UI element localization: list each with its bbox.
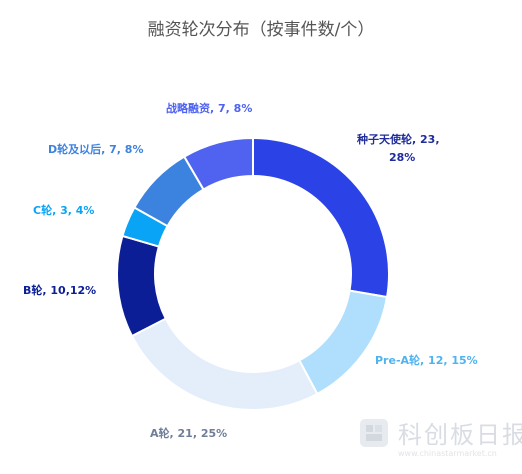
watermark-logo-cell (366, 425, 373, 432)
donut-slice-2 (297, 289, 389, 396)
chart-title: 融资轮次分布（按事件数/个） (148, 20, 375, 40)
slices-layer (116, 136, 390, 411)
slice-label-3: A轮, 21, 25% (150, 426, 227, 440)
watermark-logo-cell (366, 434, 382, 441)
slice-label-7: 战略融资, 7, 8% (166, 101, 252, 115)
slice-label-4: B轮, 10,12% (23, 283, 96, 297)
watermark-logo-icon (360, 419, 388, 447)
slice-label-2: Pre-A轮, 12, 15% (375, 353, 478, 367)
donut-slice-4 (116, 234, 168, 338)
slice-label-line: A轮, 21, 25% (150, 426, 227, 440)
watermark: 科创板日报 www.chinastarmarket.cn (360, 419, 522, 458)
labels-layer: 种子天使轮, 23, 28% Pre-A轮, 12, 15% A轮, 21, 25% B… (23, 101, 478, 440)
watermark-logo-cell (375, 425, 382, 432)
slice-label-line: 种子天使轮, 23, (356, 132, 440, 146)
slice-label-5: C轮, 3, 4% (33, 203, 94, 217)
donut-slice-1 (252, 136, 390, 299)
slice-label-line: D轮及以后, 7, 8% (48, 142, 143, 156)
slice-label-6: D轮及以后, 7, 8% (48, 142, 143, 156)
slice-label-line: 28% (389, 151, 415, 164)
donut-slice-3 (130, 317, 319, 411)
slice-label-line: 战略融资, 7, 8% (166, 101, 252, 115)
slice-label-line: Pre-A轮, 12, 15% (375, 353, 478, 367)
slice-label-line: B轮, 10,12% (23, 283, 96, 297)
slice-label-1: 种子天使轮, 23, 28% (356, 132, 440, 164)
watermark-subtext: www.chinastarmarket.cn (398, 449, 497, 458)
watermark-text: 科创板日报 (398, 421, 522, 449)
donut-slice-7 (182, 136, 254, 191)
slice-label-line: C轮, 3, 4% (33, 203, 94, 217)
